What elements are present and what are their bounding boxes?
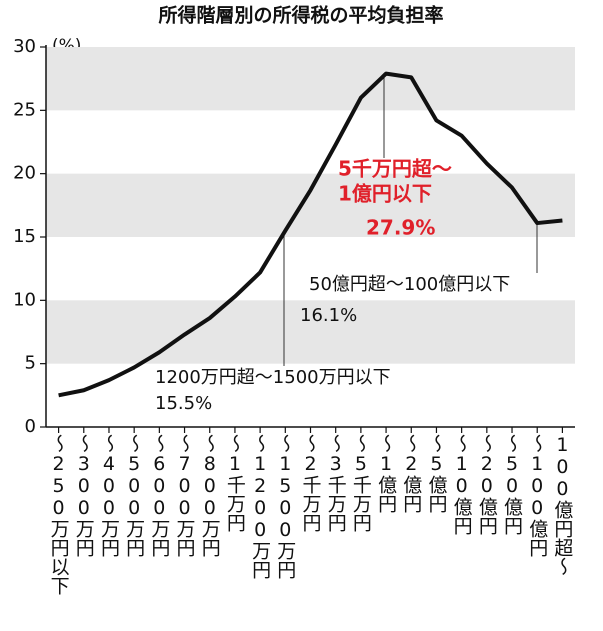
x-tick-label: 〜5千万円 — [350, 434, 372, 532]
y-tick-label: 30 — [13, 36, 36, 57]
x-tick-label: 〜1千万円 — [224, 434, 246, 532]
x-tick-label: 〜3千万円 — [325, 434, 347, 532]
chart-title: 所得階層別の所得税の平均負担率 — [158, 4, 443, 27]
x-tick-label: 〜20億円 — [476, 434, 498, 535]
x-tick-label: 〜1200万円 — [249, 434, 271, 579]
x-tick-label: 〜1億円 — [375, 434, 397, 513]
x-tick-label: 〜1500万円 — [274, 434, 296, 579]
annotation: 1億円以下 — [338, 182, 432, 206]
y-tick-label: 0 — [25, 416, 36, 437]
x-tick-label: 〜10億円 — [451, 434, 473, 535]
x-tick-label: 〜500万円 — [123, 434, 145, 557]
x-tick-label: 〜50億円 — [501, 434, 523, 535]
annotation: 27.9% — [366, 216, 435, 240]
x-tick-label: 〜600万円 — [148, 434, 170, 557]
x-tick-label: 〜5億円 — [425, 434, 447, 513]
grid-band — [46, 47, 575, 111]
y-tick-label: 15 — [13, 226, 36, 247]
annotation: 5千万円超〜 — [338, 157, 452, 181]
y-tick-label: 10 — [13, 289, 36, 310]
x-tick-label: 〜250万円以下 — [48, 434, 70, 595]
x-tick-label: 〜400万円 — [98, 434, 120, 557]
x-tick-label: 100億円超〜 — [551, 434, 573, 576]
x-tick-label: 〜100億円 — [526, 434, 548, 557]
grid-band — [46, 173, 575, 237]
x-tick-label: 〜800万円 — [199, 434, 221, 557]
annotation: 16.1% — [300, 305, 357, 326]
x-tick-label: 〜300万円 — [73, 434, 95, 557]
annotation: 15.5% — [155, 393, 212, 414]
annotation: 50億円超〜100億円以下 — [309, 274, 510, 295]
grid-band — [46, 300, 575, 364]
y-tick-label: 5 — [25, 353, 36, 374]
data-line — [58, 71, 563, 398]
x-tick-label: 〜700万円 — [174, 434, 196, 557]
x-tick-label: 〜2億円 — [400, 434, 422, 513]
y-tick-label: 20 — [13, 163, 36, 184]
x-tick-label: 〜2千万円 — [300, 434, 322, 532]
annotation: 1200万円超〜1500万円以下 — [155, 367, 391, 388]
y-tick-label: 25 — [13, 99, 36, 120]
